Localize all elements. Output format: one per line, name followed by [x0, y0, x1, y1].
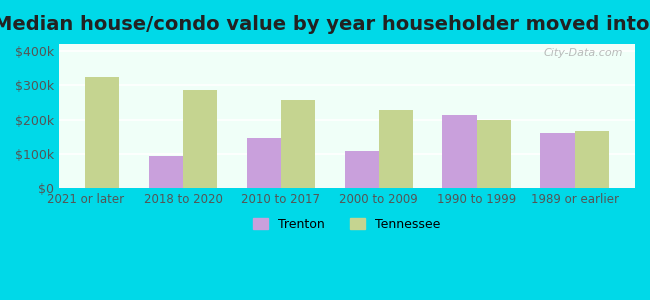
Bar [443, 115, 476, 188]
Bar [281, 100, 315, 188]
Legend: Trenton, Tennessee: Trenton, Tennessee [247, 212, 447, 237]
Bar [246, 137, 281, 188]
Bar [575, 130, 609, 188]
Bar [149, 156, 183, 188]
Title: Median house/condo value by year householder moved into unit: Median house/condo value by year househo… [0, 15, 650, 34]
Bar [344, 151, 379, 188]
Bar [379, 110, 413, 188]
Bar [540, 133, 575, 188]
Text: City-Data.com: City-Data.com [544, 48, 623, 58]
Bar [183, 90, 217, 188]
Bar [85, 76, 120, 188]
Bar [476, 120, 511, 188]
